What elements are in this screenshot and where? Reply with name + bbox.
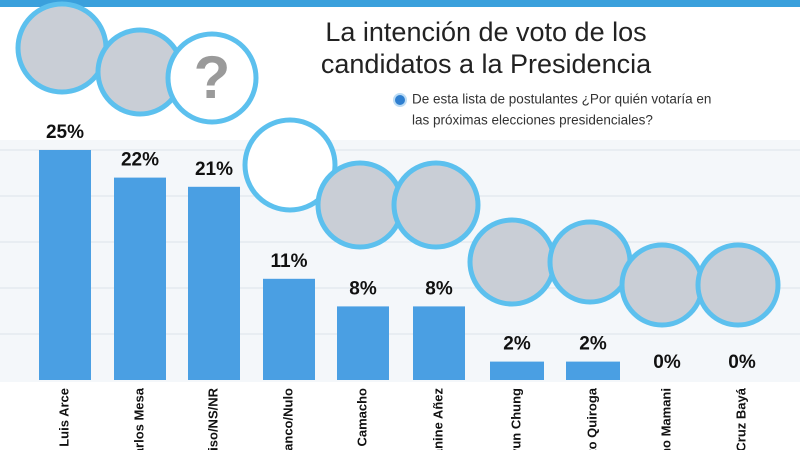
- photo-placeholder: ?: [194, 44, 231, 111]
- chart-title: La intención de voto de los: [325, 17, 646, 47]
- x-tick-label: no Mamani: [658, 388, 673, 450]
- candidate-photo: [391, 160, 481, 250]
- value-label: 0%: [653, 352, 681, 373]
- x-tick-label: do Camacho: [354, 388, 369, 450]
- marks: ? 25% Luis Arce 22% arlos Mesa 21% iso/NS/NR 11…: [15, 1, 781, 450]
- x-tick-label: Luis Arce: [56, 388, 71, 447]
- candidate-photo: [15, 1, 109, 95]
- candidate-photo: [165, 31, 259, 125]
- value-label: 8%: [425, 278, 453, 299]
- candidate-photo: [547, 219, 633, 305]
- x-tick-label: arlos Mesa: [131, 387, 146, 450]
- bar: [490, 361, 544, 380]
- subtitle: las próximas elecciones presidenciales?: [412, 113, 653, 128]
- x-tick-label: Blanco/Nulo: [280, 388, 295, 450]
- value-label: 2%: [503, 334, 531, 355]
- bullet: [393, 93, 407, 107]
- candidate-photo: [619, 242, 705, 328]
- chart-title: candidatos a la Presidencia: [321, 49, 652, 79]
- value-label: 0%: [728, 352, 756, 373]
- x-tick-label: to Quiroga: [584, 387, 599, 450]
- x-tick-label: iso/NS/NR: [205, 387, 220, 450]
- bar: [188, 186, 240, 380]
- candidate-photo: [242, 117, 338, 213]
- bar: [337, 306, 389, 380]
- value-label: 2%: [579, 334, 607, 355]
- value-label: 25%: [46, 122, 84, 143]
- x-tick-label: anine Añez: [430, 388, 445, 450]
- bar: [114, 177, 166, 380]
- bar: [39, 150, 91, 380]
- x-tick-label: yun Chung: [508, 388, 523, 450]
- subtitle: De esta lista de postulantes ¿Por quién …: [412, 92, 711, 107]
- candidate-photo: [467, 217, 557, 307]
- value-label: 8%: [349, 278, 377, 299]
- bar: [413, 306, 465, 380]
- bar: [566, 361, 620, 380]
- candidate-photo: [695, 242, 781, 328]
- value-label: 22%: [121, 150, 159, 171]
- top-band: [0, 0, 800, 7]
- bar: [263, 278, 315, 380]
- candidate-photo: [315, 160, 405, 250]
- value-label: 21%: [195, 159, 233, 180]
- value-label: 11%: [271, 251, 308, 272]
- x-tick-label: Cruz Bayá: [733, 387, 748, 450]
